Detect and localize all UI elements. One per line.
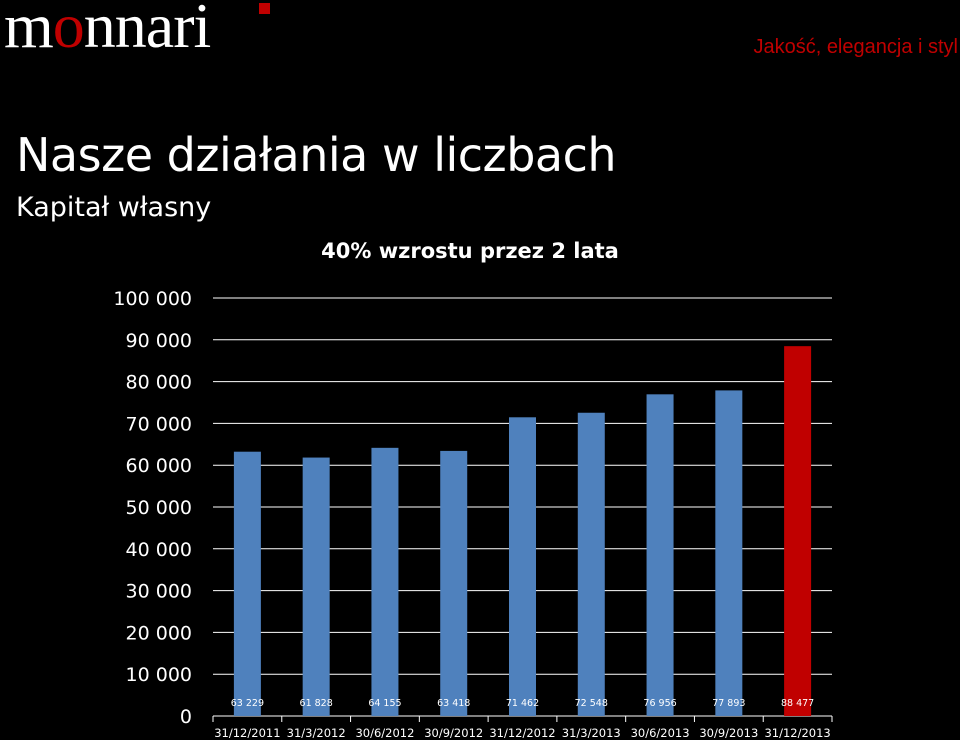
logo-text: monnari — [4, 0, 211, 61]
y-tick-label: 100 000 — [113, 288, 192, 310]
x-tick-label: 30/6/2013 — [631, 726, 690, 740]
y-tick-label: 80 000 — [126, 372, 192, 394]
y-axis-tick-labels: 0 10 000 20 000 30 000 40 000 50 000 60 000 70 … — [113, 288, 192, 728]
x-tick-label: 31/12/2011 — [214, 726, 280, 740]
chart-title: 40% wzrostu przez 2 lata — [321, 239, 619, 263]
logo-accent-square — [259, 3, 270, 14]
y-tick-label: 60 000 — [126, 455, 192, 477]
bar — [784, 346, 812, 716]
page-subtitle: Kapitał własny — [16, 192, 212, 223]
page-title: Nasze działania w liczbach — [16, 128, 617, 182]
y-tick-label: 10 000 — [126, 664, 192, 686]
y-tick-label: 0 — [180, 706, 192, 728]
data-label: 77 893 — [712, 698, 745, 709]
x-tick-label: 31/3/2012 — [287, 726, 346, 740]
x-tick-label: 31/3/2013 — [562, 726, 621, 740]
bar — [371, 447, 399, 716]
tagline: Jakość, elegancja i styl — [753, 36, 958, 58]
x-tick-label: 30/9/2012 — [424, 726, 483, 740]
x-tick-label: 31/12/2013 — [764, 726, 830, 740]
data-label: 63 418 — [437, 698, 470, 709]
data-label: 63 229 — [231, 698, 264, 709]
data-label: 76 956 — [643, 698, 676, 709]
y-tick-label: 50 000 — [126, 497, 192, 519]
x-axis-tick-labels: 31/12/2011 31/3/2012 30/6/2012 30/9/2012 31/… — [212, 716, 833, 740]
chart-data-labels: 63 229 61 828 64 155 63 418 71 462 72 548 76 9… — [231, 698, 814, 709]
bar — [715, 390, 743, 716]
bar — [577, 412, 605, 716]
bar — [509, 417, 536, 716]
data-label: 64 155 — [368, 698, 401, 709]
x-tick-label: 30/6/2012 — [355, 726, 414, 740]
y-tick-label: 70 000 — [126, 413, 192, 435]
y-tick-label: 30 000 — [126, 581, 192, 603]
bar — [440, 450, 468, 716]
data-label: 61 828 — [300, 698, 333, 709]
monnari-logo: monnari — [4, 0, 270, 61]
bar — [646, 394, 674, 716]
bar — [302, 457, 330, 716]
y-tick-label: 40 000 — [126, 539, 192, 561]
y-tick-label: 20 000 — [126, 622, 192, 644]
x-tick-label: 30/9/2013 — [699, 726, 758, 740]
data-label: 72 548 — [575, 698, 608, 709]
data-label: 88 477 — [781, 698, 814, 709]
x-tick-label: 31/12/2012 — [489, 726, 555, 740]
bar — [233, 451, 261, 716]
data-label: 71 462 — [506, 698, 539, 709]
chart-bars — [233, 346, 812, 716]
y-tick-label: 90 000 — [126, 330, 192, 352]
